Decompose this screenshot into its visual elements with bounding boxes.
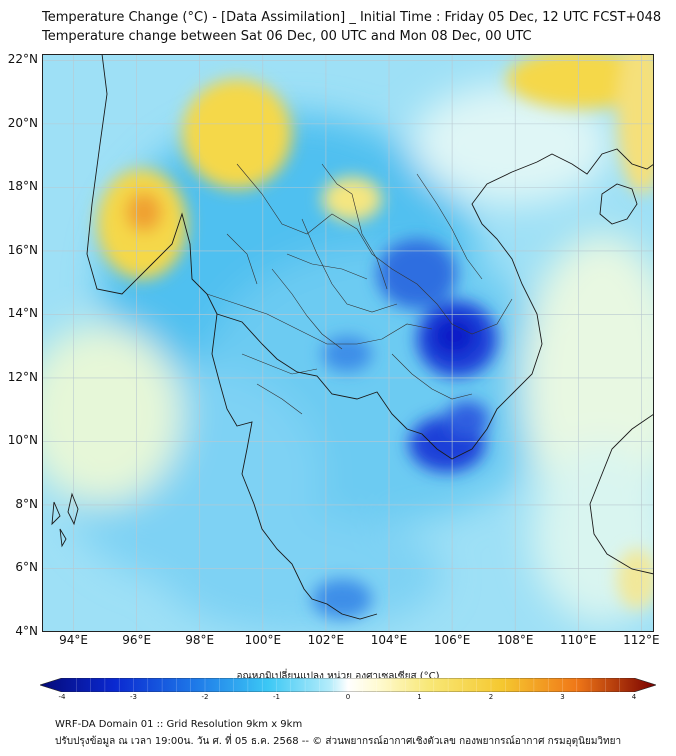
colorbar-tick-label: 1 [417,693,422,701]
footer-model-info: WRF-DA Domain 01 :: Grid Resolution 9km … [55,719,303,730]
colorbar-title: อุณหภูมิเปลี่ยนแปลง หน่วย องศาเซลเซียส (… [236,671,440,682]
lon-label: 98°E [185,633,215,647]
colorbar [40,678,656,692]
colorbar-tick-label: -2 [201,693,209,701]
colorbar-tick-label: -4 [58,693,66,701]
lon-label: 106°E [433,633,471,647]
temperature-map [42,54,654,632]
colorbar-tick-label: 4 [631,693,637,701]
lat-label: 10°N [7,433,38,448]
colorbar-tick-label: 0 [345,693,351,701]
footer-update-info: ปรับปรุงข้อมูล ณ เวลา 19:00น. วัน ศ. ที่… [55,736,622,747]
colorbar-tick-label: 3 [560,693,565,701]
lat-label: 22°N [7,52,38,67]
lon-label: 110°E [560,633,597,647]
map-frame [42,54,654,632]
lon-label: 112°E [623,633,660,647]
map-subtitle: Temperature change between Sat 06 Dec, 0… [42,29,532,44]
admin-borders [206,163,513,415]
lat-label: 4°N [15,624,38,638]
colorbar-tick-label: 2 [488,693,494,701]
lat-label: 6°N [15,560,38,575]
lat-label: 18°N [7,179,38,194]
lon-label: 102°E [307,633,345,647]
colorbar-tick-label: -1 [273,693,280,701]
lat-label: 16°N [7,242,38,257]
lat-label: 14°N [7,306,38,321]
lon-label: 108°E [496,633,534,647]
field-strong-cool-layer [312,239,497,619]
lat-label: 12°N [7,369,38,384]
map-canvas [42,54,654,632]
colorbar-tick-label: -3 [130,693,137,701]
coastlines [51,54,654,620]
gridlines [42,54,654,632]
lon-label: 104°E [370,633,408,647]
lon-label: 96°E [122,633,152,647]
lon-label: 94°E [59,633,88,647]
map-title: Temperature Change (°C) - [Data Assimila… [42,10,662,25]
lat-label: 20°N [7,115,38,130]
colorbar-gradient [40,678,656,692]
lat-label: 8°N [15,496,38,511]
lon-label: 100°E [244,633,282,647]
